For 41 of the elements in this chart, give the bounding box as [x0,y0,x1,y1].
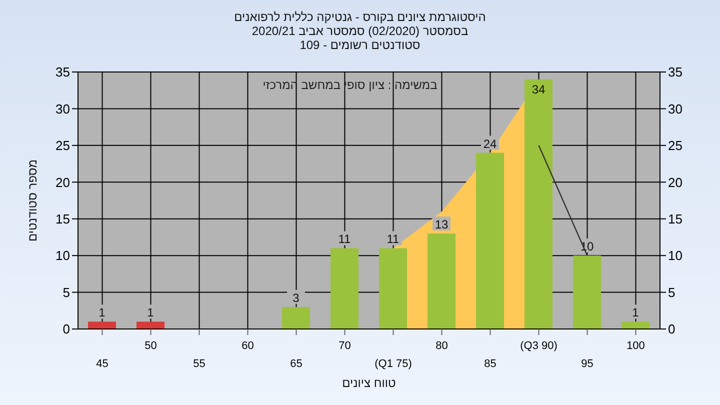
x-tick-label: 50 [144,340,157,352]
data-label: 3 [292,290,300,305]
y-tick-label: 30 [56,101,70,116]
chart-title: היסטוגרמת ציונים בקורס - גנטיקה כללית לרפואנים [233,10,487,24]
x-tick-label: 85 [484,358,496,370]
y-tick-label: 20 [56,174,70,190]
y2-tick-label: 10 [668,248,682,264]
data-label: 1 [632,306,640,320]
x-tick-label: (Q3 90) [520,340,558,352]
data-label: 11 [338,232,352,246]
x-tick-label: 95 [581,358,594,370]
y-tick-label: 5 [62,284,70,300]
x-tick-label: 65 [290,358,302,370]
x-tick-label: (Q1 75) [374,358,412,370]
data-label: 24 [483,136,497,151]
data-label: 1 [98,306,106,320]
data-label: 1 [147,306,154,320]
y-tick-label: 10 [56,248,70,264]
y2-tick-label: 25 [668,138,682,154]
x-tick-label: 80 [436,340,448,352]
x-tick-label: 45 [96,358,108,370]
y-tick-label: 25 [56,138,70,154]
x-tick-label: 55 [193,358,206,370]
data-label: 13 [434,218,448,232]
y2-tick-label: 0 [668,322,676,337]
y2-tick-label: 30 [668,101,682,116]
x-axis-title: טווח ציונים [342,376,396,390]
chart-subtitle: בסמסטר (02/2020) סמסטר אביב 2020/21 סטודנטים רשומים - 109 [250,24,470,52]
data-label: 11 [386,232,400,246]
x-tick-label: 60 [242,340,254,352]
y-axis-title: מספר סטודנטים [25,159,40,242]
y2-tick-label: 20 [668,174,682,190]
x-tick-label: 100 [626,340,645,352]
y-tick-label: 15 [56,211,70,226]
y-tick-label: 35 [56,64,70,80]
y2-tick-label: 5 [668,284,676,300]
data-label: 34 [532,82,546,96]
y2-tick-label: 15 [668,211,682,226]
y2-tick-label: 35 [668,64,682,80]
x-tick-label: 70 [338,340,351,352]
y-tick-label: 0 [62,322,70,337]
